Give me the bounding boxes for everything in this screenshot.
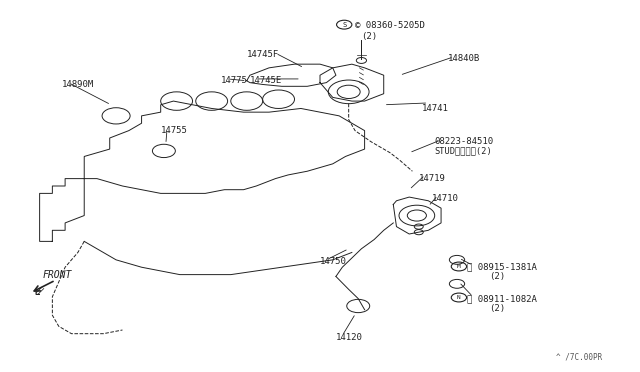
- Text: ^ /7C.00PR: ^ /7C.00PR: [556, 352, 602, 361]
- Text: 14755: 14755: [161, 126, 188, 135]
- Text: 14741: 14741: [422, 104, 449, 113]
- Text: N: N: [457, 295, 461, 300]
- Text: (2): (2): [362, 32, 378, 41]
- Text: FRONT: FRONT: [43, 270, 72, 280]
- Text: 14710: 14710: [431, 195, 458, 203]
- Text: ⇙: ⇙: [33, 280, 45, 299]
- Text: 14750: 14750: [320, 257, 347, 266]
- Text: 08223-84510: 08223-84510: [435, 137, 494, 146]
- Text: (2): (2): [489, 304, 505, 313]
- Text: M: M: [457, 264, 461, 269]
- Text: 14890M: 14890M: [62, 80, 94, 89]
- Text: ⓝ 08911-1082A: ⓝ 08911-1082A: [467, 294, 536, 303]
- Text: ⓜ 08915-1381A: ⓜ 08915-1381A: [467, 263, 536, 272]
- Text: 14745E: 14745E: [250, 76, 282, 85]
- Text: (2): (2): [489, 272, 505, 281]
- Text: © 08360-5205D: © 08360-5205D: [355, 21, 425, 30]
- Text: STUDスタッド(2): STUDスタッド(2): [435, 147, 492, 155]
- Text: S: S: [342, 22, 346, 28]
- Text: 14120: 14120: [336, 333, 363, 342]
- Text: 14719: 14719: [419, 174, 445, 183]
- Text: 14745F: 14745F: [246, 51, 279, 60]
- Text: 14775: 14775: [221, 76, 248, 85]
- Text: 14840B: 14840B: [447, 54, 480, 63]
